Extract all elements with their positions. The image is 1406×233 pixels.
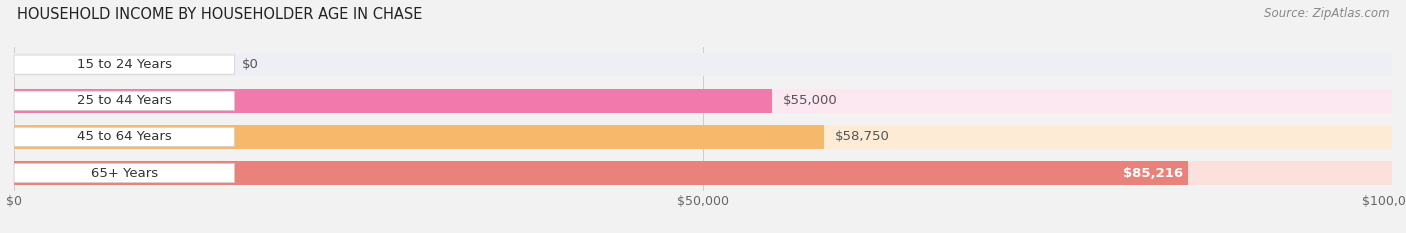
Bar <box>14 89 772 113</box>
Text: 65+ Years: 65+ Years <box>91 167 157 179</box>
Bar <box>14 161 1392 185</box>
Text: $55,000: $55,000 <box>783 94 838 107</box>
Bar <box>14 53 1392 76</box>
Text: 15 to 24 Years: 15 to 24 Years <box>77 58 172 71</box>
FancyBboxPatch shape <box>14 55 235 74</box>
Text: 45 to 64 Years: 45 to 64 Years <box>77 130 172 143</box>
FancyBboxPatch shape <box>14 91 235 110</box>
Text: $0: $0 <box>242 58 259 71</box>
Bar <box>14 161 1188 185</box>
Text: $58,750: $58,750 <box>835 130 890 143</box>
Text: 25 to 44 Years: 25 to 44 Years <box>77 94 172 107</box>
Text: HOUSEHOLD INCOME BY HOUSEHOLDER AGE IN CHASE: HOUSEHOLD INCOME BY HOUSEHOLDER AGE IN C… <box>17 7 422 22</box>
Bar <box>14 89 1392 113</box>
Bar <box>14 125 1392 149</box>
FancyBboxPatch shape <box>14 163 235 183</box>
Text: $85,216: $85,216 <box>1122 167 1182 179</box>
Text: Source: ZipAtlas.com: Source: ZipAtlas.com <box>1264 7 1389 20</box>
FancyBboxPatch shape <box>14 127 235 147</box>
Bar <box>14 125 824 149</box>
